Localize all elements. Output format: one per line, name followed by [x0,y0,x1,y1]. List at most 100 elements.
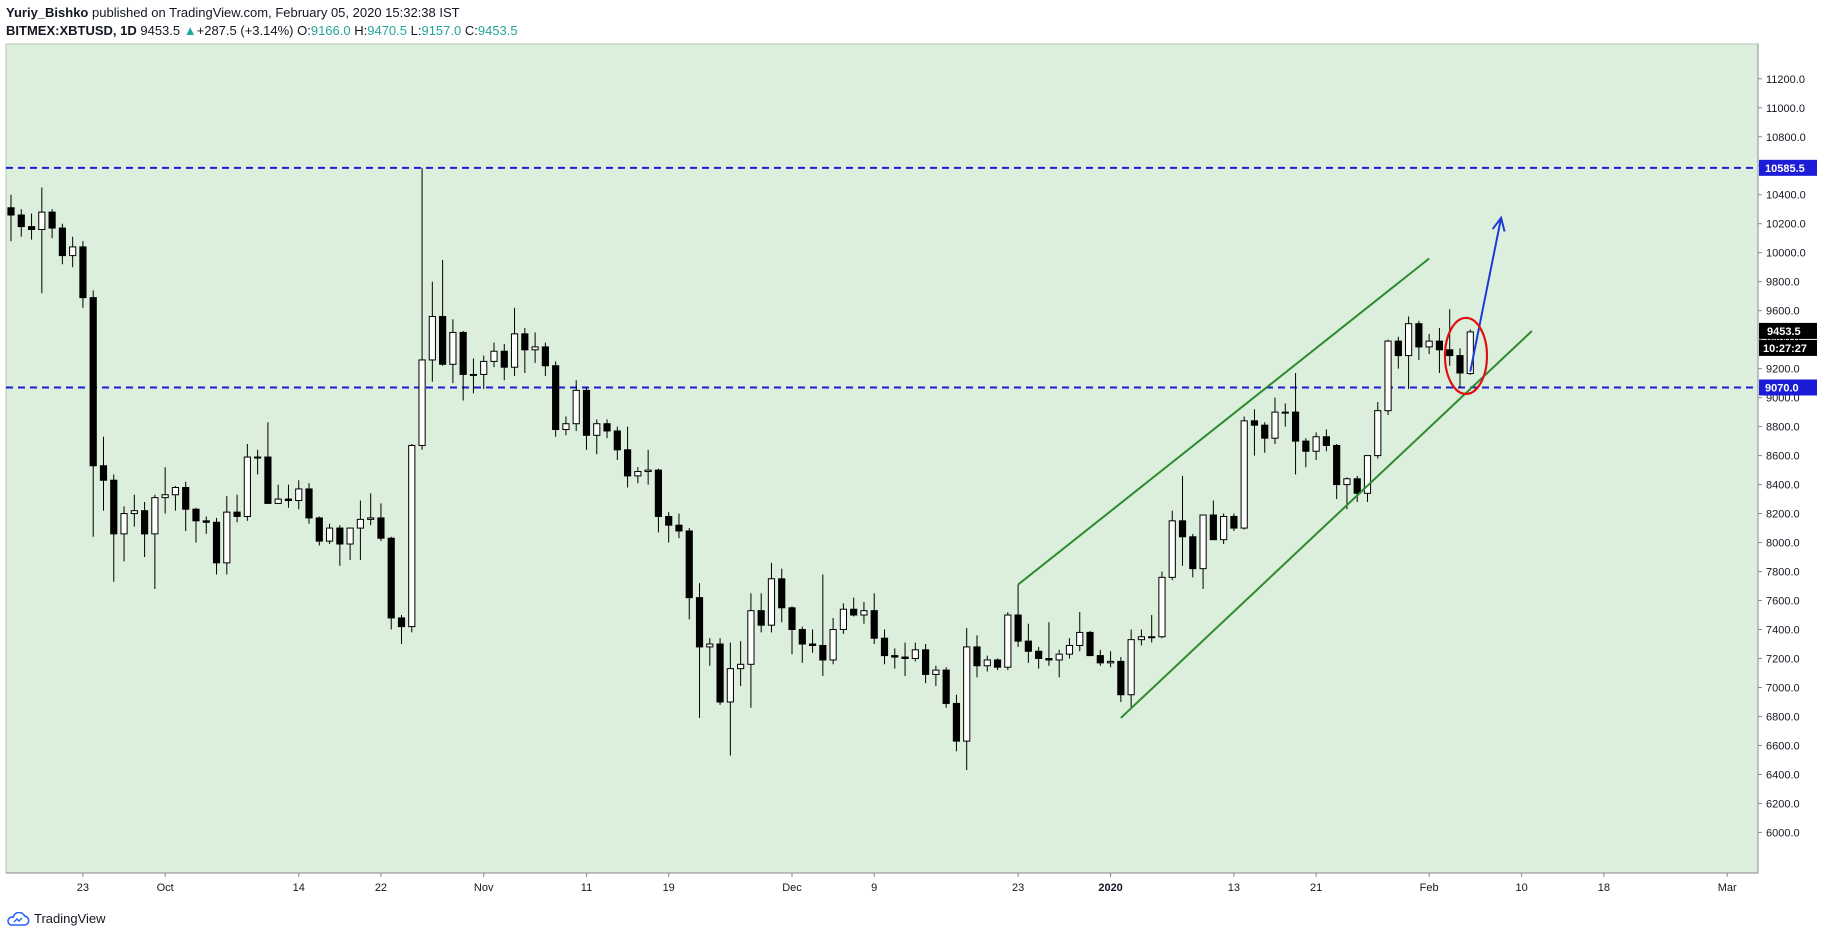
candle [932,665,940,687]
candle-body-down [89,297,97,467]
candle [1035,646,1043,669]
y-tick-label: 10800.0 [1766,132,1806,144]
candle [1055,649,1063,678]
y-tick-label: 6800.0 [1766,711,1800,723]
candle [7,194,15,242]
candle-body-down [264,456,272,504]
candle-body-down [233,511,241,517]
candle-body-up [490,350,498,362]
x-tick-label: 19 [663,882,675,894]
x-tick-label: 11 [581,882,592,894]
candle-body-up [1137,636,1146,641]
candle-body-up [860,610,868,616]
high-value: 9470.5 [367,23,407,38]
candle-body-up [243,456,251,517]
x-tick-label: 9 [871,882,877,894]
candle-body-down [654,469,663,517]
candle [1076,612,1084,652]
candle-body-up [562,423,570,431]
candle [1086,630,1094,657]
level-badge [1759,159,1817,176]
countdown-badge-label: 10:27:27 [1763,343,1807,355]
close-label: C: [464,23,478,38]
candle-body-down [284,498,293,502]
open-value: 9166.0 [310,23,351,38]
candle-body-down [305,488,313,519]
candle-body-up [1148,636,1156,639]
candle-body-up [130,510,138,515]
candle [202,516,210,534]
open-label: O: [297,23,311,38]
candle [1312,432,1320,460]
candle [1261,422,1269,453]
candle [305,483,313,524]
candle-body-up [644,469,652,473]
candle [264,422,272,504]
candle-body-up [510,333,519,368]
candle-body-up [408,444,416,628]
candle [706,638,714,666]
candle-body-down [582,389,591,436]
candle-body-down [973,646,981,667]
footer-brand[interactable]: TradingView [6,911,106,926]
candle-body-down [952,702,961,742]
candle-body-down [1415,323,1423,348]
candle-body-down [1322,436,1330,446]
candle-body-up [428,315,436,361]
candle-body-down [182,486,190,510]
candle [1291,372,1300,475]
candle [469,358,478,394]
candle [1158,571,1166,639]
candle-body-down [79,246,87,299]
x-tick-label: 13 [1228,882,1240,894]
close-value: 9453.5 [477,23,518,38]
candle [767,562,776,633]
candle-body-up [325,527,334,542]
candle [860,601,868,624]
candle-body-up [737,663,745,670]
candle [983,655,991,672]
low-value: 9157.0 [421,23,462,38]
candle [1353,475,1361,502]
candle-body-down [552,365,560,431]
projection-arrowhead-icon [1491,215,1506,232]
candle-body-up [295,488,303,502]
channel-trendline [1120,330,1533,719]
last-price-badge-label: 9453.5 [1767,326,1801,338]
candle [850,597,858,617]
candle-body-down [99,465,108,481]
candle [397,615,406,645]
candle-body-up [449,331,457,365]
candle-body-down [27,226,36,231]
candle-body-down [459,331,467,375]
author-name[interactable]: Yuriy_Bishko [6,5,89,20]
candle-body-down [58,227,66,257]
candle-body-down [850,608,858,616]
candle [1209,500,1217,541]
candle-body-down [212,521,221,564]
candle [572,380,580,431]
symbol-label[interactable]: BITMEX:XBTUSD, 1D [6,23,137,38]
candle-body-up [346,527,354,545]
highlight-circle [1443,316,1489,396]
candle-body-up [983,659,991,667]
candle [675,513,683,539]
candle [716,638,724,705]
candle-body-up [356,518,364,529]
candle [356,500,364,560]
candle [510,307,519,376]
candle-body-down [192,508,200,522]
y-tick-label: 9600.0 [1766,306,1800,318]
candle-body-up [274,498,282,504]
candle [480,355,488,389]
candle [603,419,611,439]
x-tick-label: 2020 [1098,882,1122,894]
candle-body-down [922,649,930,675]
candle-body-down [439,315,447,365]
candle [500,344,508,381]
candle [521,328,529,373]
candle [1446,309,1454,366]
candle [1168,510,1176,581]
candle [593,419,601,455]
